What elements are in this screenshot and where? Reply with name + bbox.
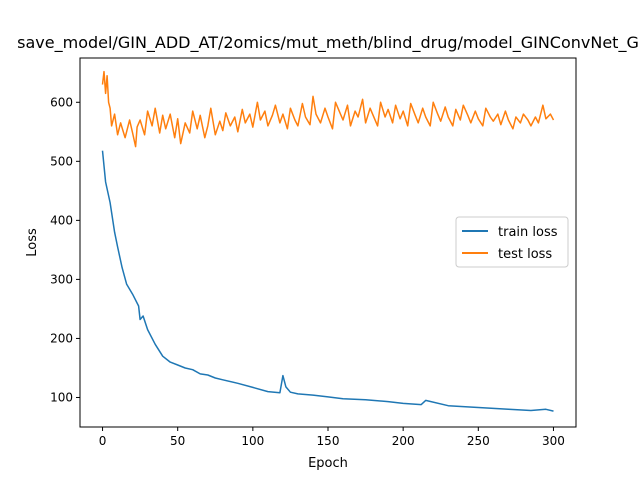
x-tick-label: 0 (99, 434, 107, 448)
y-axis-label: Loss (25, 228, 40, 257)
series-line-0 (101, 150, 554, 412)
y-tick-label: 600 (50, 95, 73, 109)
legend: train loss test loss (455, 216, 569, 268)
x-axis-ticks: 0 50 100 150 200 250 300 (99, 427, 565, 448)
series-layer (101, 70, 555, 412)
x-axis-label: Epoch (308, 456, 348, 471)
y-axis-ticks: 100 200 300 400 500 600 (50, 95, 80, 404)
x-tick-label: 100 (241, 434, 264, 448)
y-tick-label: 500 (50, 154, 73, 168)
y-tick-label: 400 (50, 213, 73, 227)
x-tick-label: 200 (392, 434, 415, 448)
x-tick-label: 50 (170, 434, 185, 448)
y-tick-label: 200 (50, 331, 73, 345)
chart-title: save_model/GIN_ADD_AT/2omics/mut_meth/bl… (17, 33, 639, 53)
series-line-1 (101, 70, 555, 148)
legend-label-0: train loss (498, 225, 558, 240)
y-tick-label: 100 (50, 390, 73, 404)
x-tick-label: 250 (467, 434, 490, 448)
x-tick-label: 150 (317, 434, 340, 448)
legend-label-1: test loss (498, 247, 552, 262)
y-tick-label: 300 (50, 272, 73, 286)
x-tick-label: 300 (542, 434, 565, 448)
legend-box (455, 216, 569, 268)
